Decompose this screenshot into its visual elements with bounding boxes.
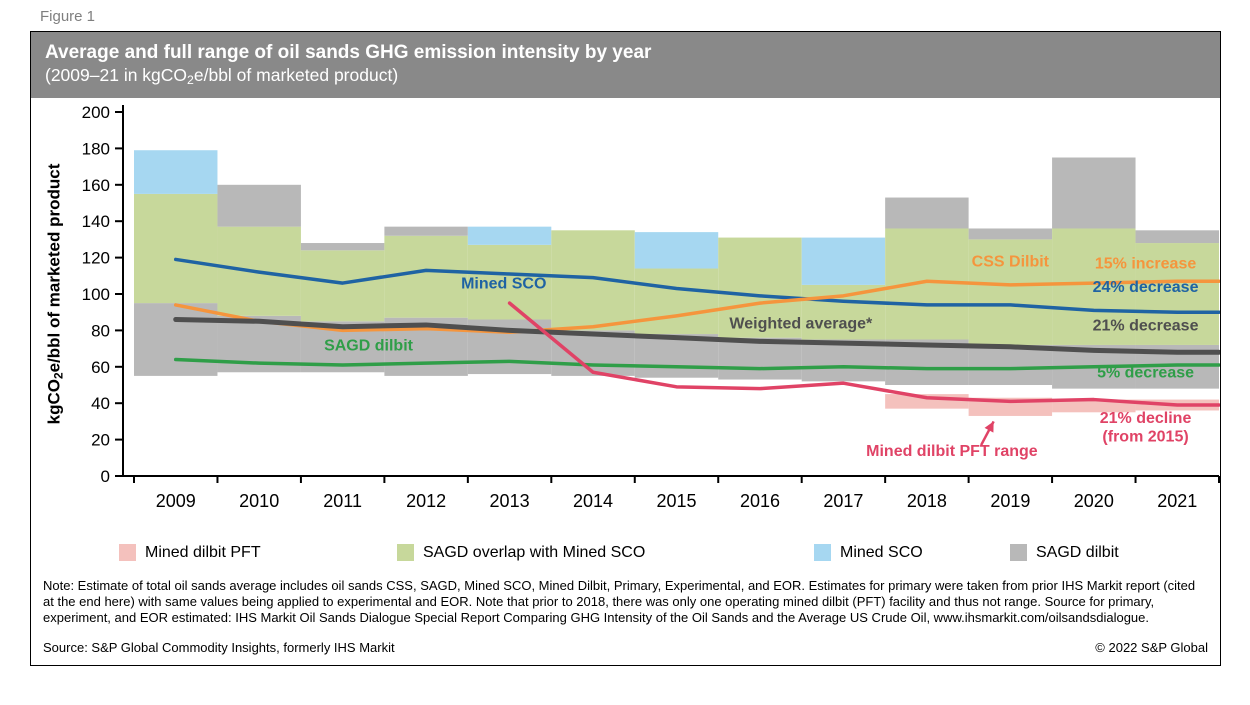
- y-axis-label: kgCO2e/bbl of marketed product: [44, 163, 66, 424]
- svg-text:2010: 2010: [239, 491, 279, 511]
- svg-text:15% increase: 15% increase: [1095, 255, 1197, 272]
- svg-text:2018: 2018: [907, 491, 947, 511]
- chart-area: kgCO2e/bbl of marketed product 0 20 40 60 80…: [31, 98, 1220, 530]
- svg-text:120: 120: [82, 248, 110, 267]
- svg-text:40: 40: [91, 394, 110, 413]
- legend-item: Mined dilbit PFT: [119, 544, 397, 562]
- svg-text:(from 2015): (from 2015): [1102, 428, 1188, 445]
- legend-item: Mined SCO: [814, 544, 1010, 562]
- svg-text:2013: 2013: [490, 491, 530, 511]
- legend-label: Mined dilbit PFT: [145, 543, 261, 561]
- svg-text:200: 200: [82, 103, 110, 122]
- svg-text:5% decrease: 5% decrease: [1097, 364, 1194, 381]
- legend-swatch: [397, 544, 414, 561]
- legend-swatch: [1010, 544, 1027, 561]
- legend-swatch: [814, 544, 831, 561]
- svg-text:20: 20: [91, 430, 110, 449]
- svg-text:SAGD dilbit: SAGD dilbit: [324, 337, 414, 354]
- svg-text:2015: 2015: [656, 491, 696, 511]
- svg-text:180: 180: [82, 139, 110, 158]
- legend-item: SAGD overlap with Mined SCO: [397, 544, 814, 562]
- svg-text:2020: 2020: [1074, 491, 1114, 511]
- svg-text:21% decrease: 21% decrease: [1093, 317, 1199, 334]
- note-text: Note: Estimate of total oil sands averag…: [43, 577, 1196, 626]
- svg-text:Mined dilbit PFT range: Mined dilbit PFT range: [866, 442, 1038, 459]
- legend-item: SAGD dilbit: [1010, 544, 1220, 562]
- svg-text:2021: 2021: [1157, 491, 1197, 511]
- svg-text:100: 100: [82, 285, 110, 304]
- svg-text:2012: 2012: [406, 491, 446, 511]
- svg-text:60: 60: [91, 357, 110, 376]
- svg-text:2011: 2011: [323, 491, 362, 511]
- svg-text:Mined SCO: Mined SCO: [461, 275, 546, 292]
- legend-label: SAGD dilbit: [1036, 543, 1119, 561]
- svg-text:80: 80: [91, 321, 110, 340]
- chart-header: Average and full range of oil sands GHG …: [31, 32, 1220, 98]
- svg-text:24% decrease: 24% decrease: [1093, 279, 1199, 296]
- emissions-chart: 0 20 40 60 80 100 120 140 160 180 200 2009 2010 2011 2…: [82, 103, 1220, 511]
- chart-panel: Average and full range of oil sands GHG …: [30, 31, 1221, 667]
- chart-legend: Mined dilbit PFT SAGD overlap with Mined …: [31, 544, 1220, 562]
- legend-label: SAGD overlap with Mined SCO: [423, 543, 646, 561]
- svg-text:2009: 2009: [156, 491, 196, 511]
- figure-label: Figure 1: [40, 8, 96, 25]
- source-row: Source: S&P Global Commodity Insights, f…: [31, 634, 1220, 665]
- svg-text:21% decline: 21% decline: [1100, 410, 1192, 427]
- legend-label: Mined SCO: [840, 543, 923, 561]
- svg-text:Weighted average*: Weighted average*: [729, 315, 873, 332]
- svg-text:160: 160: [82, 175, 110, 194]
- source-text: Source: S&P Global Commodity Insights, f…: [43, 640, 395, 656]
- chart-title: Average and full range of oil sands GHG …: [45, 42, 652, 63]
- svg-text:140: 140: [82, 212, 110, 231]
- copyright-text: © 2022 S&P Global: [1095, 640, 1208, 656]
- legend-swatch: [119, 544, 136, 561]
- svg-text:2016: 2016: [740, 491, 780, 511]
- svg-text:CSS Dilbit: CSS Dilbit: [972, 253, 1050, 270]
- svg-text:0: 0: [101, 467, 110, 486]
- svg-text:2017: 2017: [823, 491, 863, 511]
- chart-subtitle: (2009–21 in kgCO2e/bbl of marketed produ…: [45, 64, 399, 87]
- svg-text:2019: 2019: [990, 491, 1030, 511]
- svg-text:2014: 2014: [573, 491, 613, 511]
